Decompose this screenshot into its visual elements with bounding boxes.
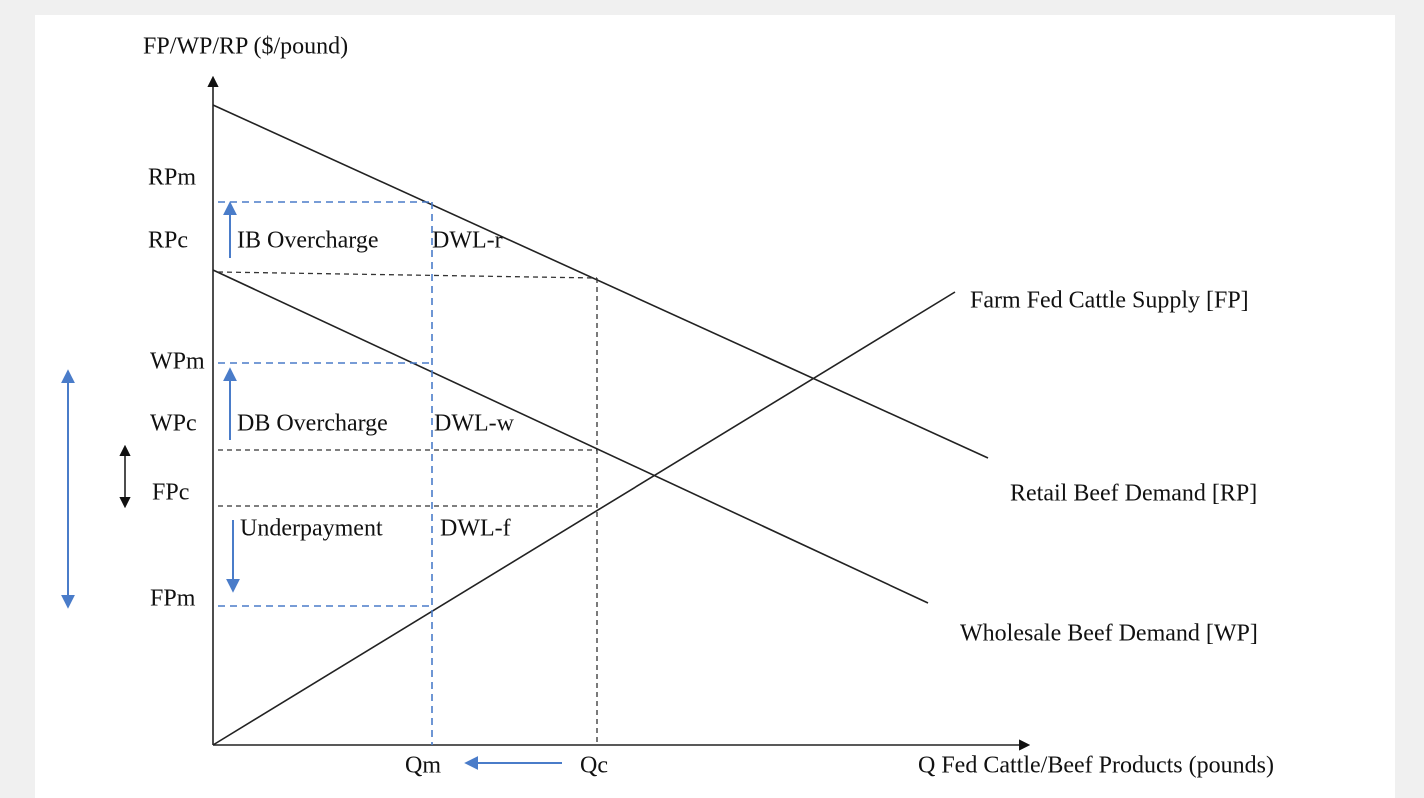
- x-axis-label: Q Fed Cattle/Beef Products (pounds): [918, 753, 1274, 779]
- region-label: IB Overcharge: [237, 228, 379, 254]
- region-label: Underpayment: [240, 516, 383, 542]
- price-label: RPm: [148, 165, 196, 191]
- price-label: FPm: [150, 586, 196, 612]
- region-label: DWL-f: [440, 516, 511, 542]
- quantity-label: Qc: [580, 753, 608, 779]
- curve-label: Wholesale Beef Demand [WP]: [960, 621, 1258, 647]
- price-label: RPc: [148, 228, 188, 254]
- region-label: DB Overcharge: [237, 411, 388, 437]
- price-label: WPc: [150, 411, 197, 437]
- price-label: FPc: [152, 480, 189, 506]
- y-axis-label: FP/WP/RP ($/pound): [143, 34, 348, 60]
- farm-supply: [212, 291, 956, 746]
- region-label: DWL-w: [434, 411, 515, 437]
- quantity-label: Qm: [405, 753, 441, 779]
- panel: [35, 15, 1395, 798]
- curve-label: Farm Fed Cattle Supply [FP]: [970, 288, 1249, 314]
- curve-label: Retail Beef Demand [RP]: [1010, 481, 1257, 507]
- retail-demand: [212, 104, 989, 459]
- wholesale-demand: [212, 269, 929, 604]
- region-label: DWL-r: [432, 228, 503, 254]
- price-label: WPm: [150, 349, 205, 375]
- competitive-guides: [217, 271, 598, 745]
